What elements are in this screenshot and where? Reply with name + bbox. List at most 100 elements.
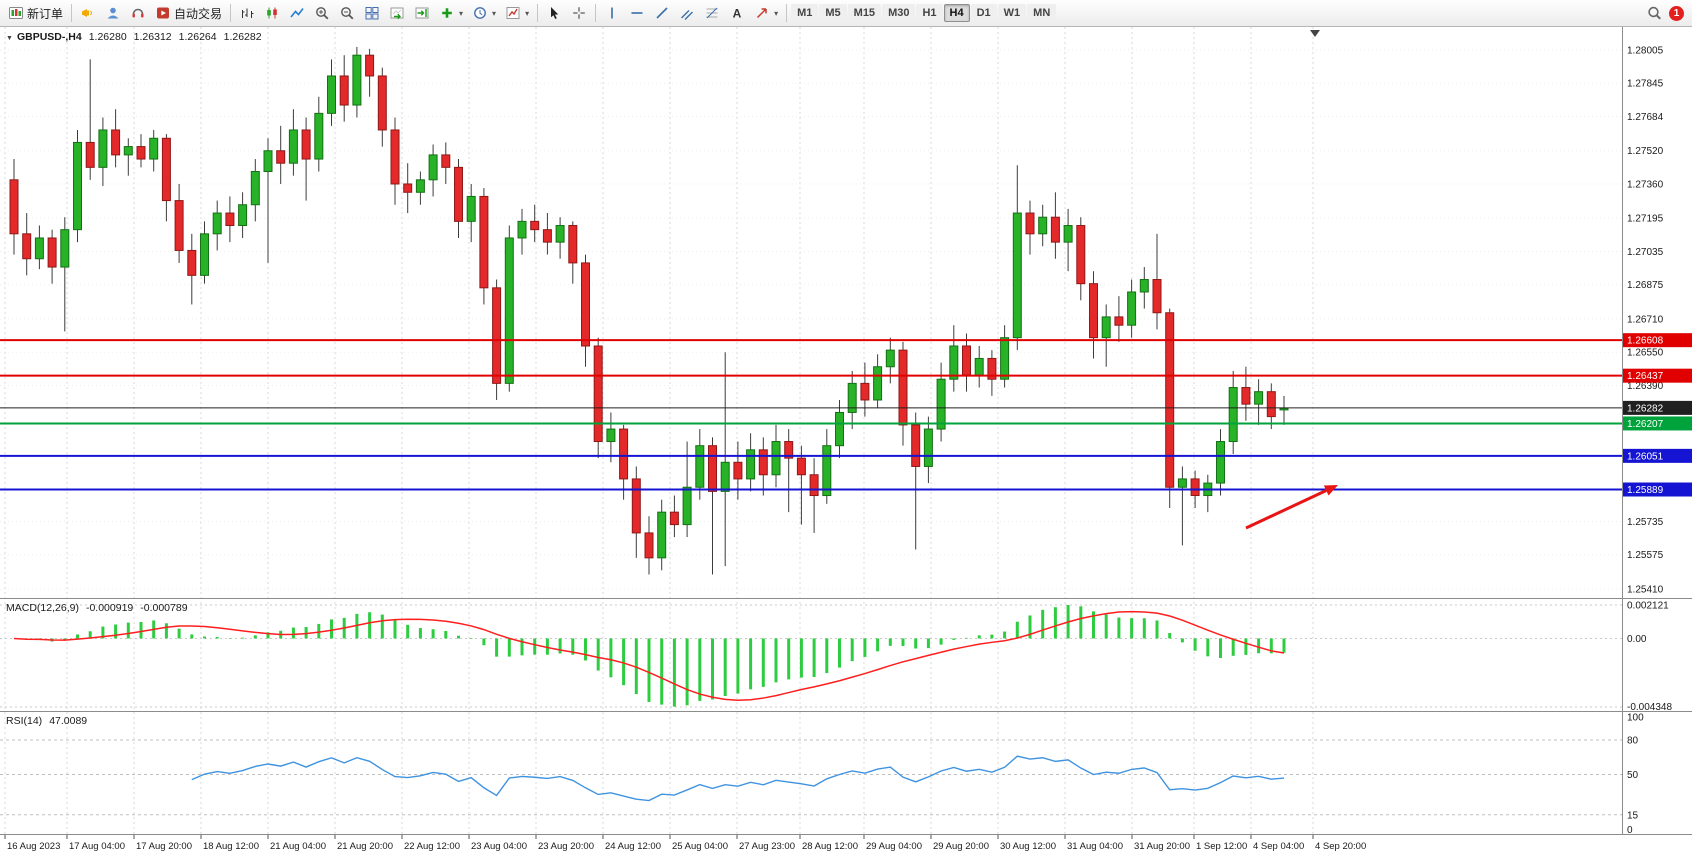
fibonacci-button[interactable] xyxy=(700,2,724,24)
zoom-in-button[interactable] xyxy=(310,2,334,24)
candle-body xyxy=(390,129,400,185)
community-button[interactable] xyxy=(101,2,125,24)
timeframe-m30[interactable]: M30 xyxy=(882,4,916,22)
tile-windows-button[interactable] xyxy=(360,2,384,24)
person-icon xyxy=(107,7,119,19)
time-label: 17 Aug 04:00 xyxy=(69,841,125,852)
horizontal-line-icon xyxy=(631,12,643,14)
cursor-button[interactable] xyxy=(542,2,566,24)
candle-body xyxy=(1050,216,1060,243)
horn-icon xyxy=(82,9,93,17)
candlestick-chart-icon xyxy=(267,7,277,19)
price-marker-box xyxy=(1623,448,1692,463)
macd-pane[interactable] xyxy=(0,604,1622,708)
bar-chart-button[interactable] xyxy=(235,2,259,24)
templates-button[interactable]: ▾ xyxy=(501,2,533,24)
candle-body xyxy=(9,179,19,235)
time-scale[interactable]: 16 Aug 2023 17 Aug 04:00 17 Aug 20:00 18 Au… xyxy=(4,835,1366,852)
candlestick-chart-button[interactable] xyxy=(260,2,284,24)
timeframe-m15[interactable]: M15 xyxy=(847,4,882,22)
candle-body xyxy=(1152,279,1162,314)
headset-icon xyxy=(132,8,144,18)
timeframe-m1[interactable]: M1 xyxy=(791,4,819,22)
arrow-annotation-head[interactable] xyxy=(1323,485,1338,496)
candle-body xyxy=(1139,279,1149,293)
candle-body xyxy=(1254,391,1264,405)
arrow-annotation[interactable] xyxy=(1245,489,1327,530)
time-label: 4 Sep 20:00 xyxy=(1315,841,1366,852)
candle-body xyxy=(758,449,768,476)
timeframe-mn[interactable]: MN xyxy=(1027,4,1057,22)
price-marker-label: 1.26282 xyxy=(1627,403,1664,414)
chart-area[interactable]: 1.28005 1.27845 1.27684 1.27520 1.27360 1.271… xyxy=(0,27,1692,855)
horizontal-line-button[interactable] xyxy=(625,2,649,24)
toolbar-separator xyxy=(595,4,597,22)
candle-body xyxy=(98,129,108,168)
symbol-period-label: GBPUSD-,H4 xyxy=(17,31,82,43)
search-button[interactable] xyxy=(1642,2,1666,24)
notification-badge[interactable]: 1 xyxy=(1669,5,1684,21)
rsi-pane[interactable] xyxy=(0,739,1622,816)
zoom-out-button[interactable] xyxy=(335,2,359,24)
add-indicator-icon xyxy=(442,8,452,18)
crosshair-button[interactable] xyxy=(567,2,591,24)
candle-body xyxy=(225,212,235,227)
timeframe-d1[interactable]: D1 xyxy=(970,4,997,22)
chart-shift-marker-icon[interactable] xyxy=(1310,30,1320,37)
timeframe-h1[interactable]: H1 xyxy=(916,4,943,22)
candle-body xyxy=(47,237,57,268)
new-order-button[interactable]: 新订单 xyxy=(4,2,67,24)
candle-body xyxy=(174,200,184,251)
candle-body xyxy=(568,225,578,264)
market-button[interactable] xyxy=(126,2,150,24)
channel-button[interactable] xyxy=(675,2,699,24)
price-marker-box xyxy=(1623,416,1692,431)
price-scale-label: 1.27360 xyxy=(1627,179,1664,190)
fibonacci-icon xyxy=(706,7,718,19)
candle-body xyxy=(796,457,806,476)
main-price-pane[interactable] xyxy=(0,46,1622,575)
time-label: 18 Aug 12:00 xyxy=(203,841,259,852)
zoom-in-icon xyxy=(316,7,329,20)
candle-body xyxy=(809,474,819,497)
candle-body xyxy=(301,129,311,160)
rsi-scale-label: 100 xyxy=(1627,713,1644,724)
price-scale-label: 1.25735 xyxy=(1627,517,1664,528)
timeframe-w1[interactable]: W1 xyxy=(997,4,1027,22)
candle-body xyxy=(644,532,654,559)
timeframe-h4[interactable]: H4 xyxy=(943,4,970,22)
time-label: 4 Sep 04:00 xyxy=(1253,841,1304,852)
price-scale[interactable]: 1.28005 1.27845 1.27684 1.27520 1.27360 1.271… xyxy=(1623,46,1692,837)
indicators-button[interactable]: ▾ xyxy=(435,2,467,24)
candle-body xyxy=(1101,316,1111,339)
trendline-button[interactable] xyxy=(650,2,674,24)
candle-body xyxy=(1089,283,1098,339)
candle-body xyxy=(276,150,286,164)
candle-body xyxy=(860,382,870,401)
auto-trading-label: 自动交易 xyxy=(174,6,223,21)
auto-scroll-icon xyxy=(390,7,404,20)
auto-trading-button[interactable]: 自动交易 xyxy=(151,2,226,24)
rsi-scale-label: 50 xyxy=(1627,770,1639,781)
auto-scroll-button[interactable] xyxy=(385,2,409,24)
price-marker-box xyxy=(1623,482,1692,497)
time-label: 21 Aug 04:00 xyxy=(270,841,326,852)
price-scale-label: 1.25575 xyxy=(1627,550,1664,561)
chart-shift-button[interactable] xyxy=(410,2,434,24)
candle-body xyxy=(1165,312,1175,488)
candle-body xyxy=(149,137,159,160)
arrows-tool-button[interactable]: ▾ xyxy=(750,2,782,24)
candle-body xyxy=(631,478,641,534)
tile-windows-icon xyxy=(365,7,379,20)
candle-body xyxy=(34,237,44,260)
timeframe-m5[interactable]: M5 xyxy=(819,4,847,22)
text-tool-button[interactable]: A xyxy=(725,2,749,24)
vertical-line-button[interactable] xyxy=(600,2,624,24)
candle-body xyxy=(288,129,298,164)
candle-body xyxy=(733,461,743,480)
alerts-button[interactable] xyxy=(76,2,100,24)
line-chart-button[interactable] xyxy=(285,2,309,24)
price-scale-label: 1.27845 xyxy=(1627,79,1664,90)
candle-body xyxy=(771,441,781,476)
periods-button[interactable]: ▾ xyxy=(468,2,500,24)
